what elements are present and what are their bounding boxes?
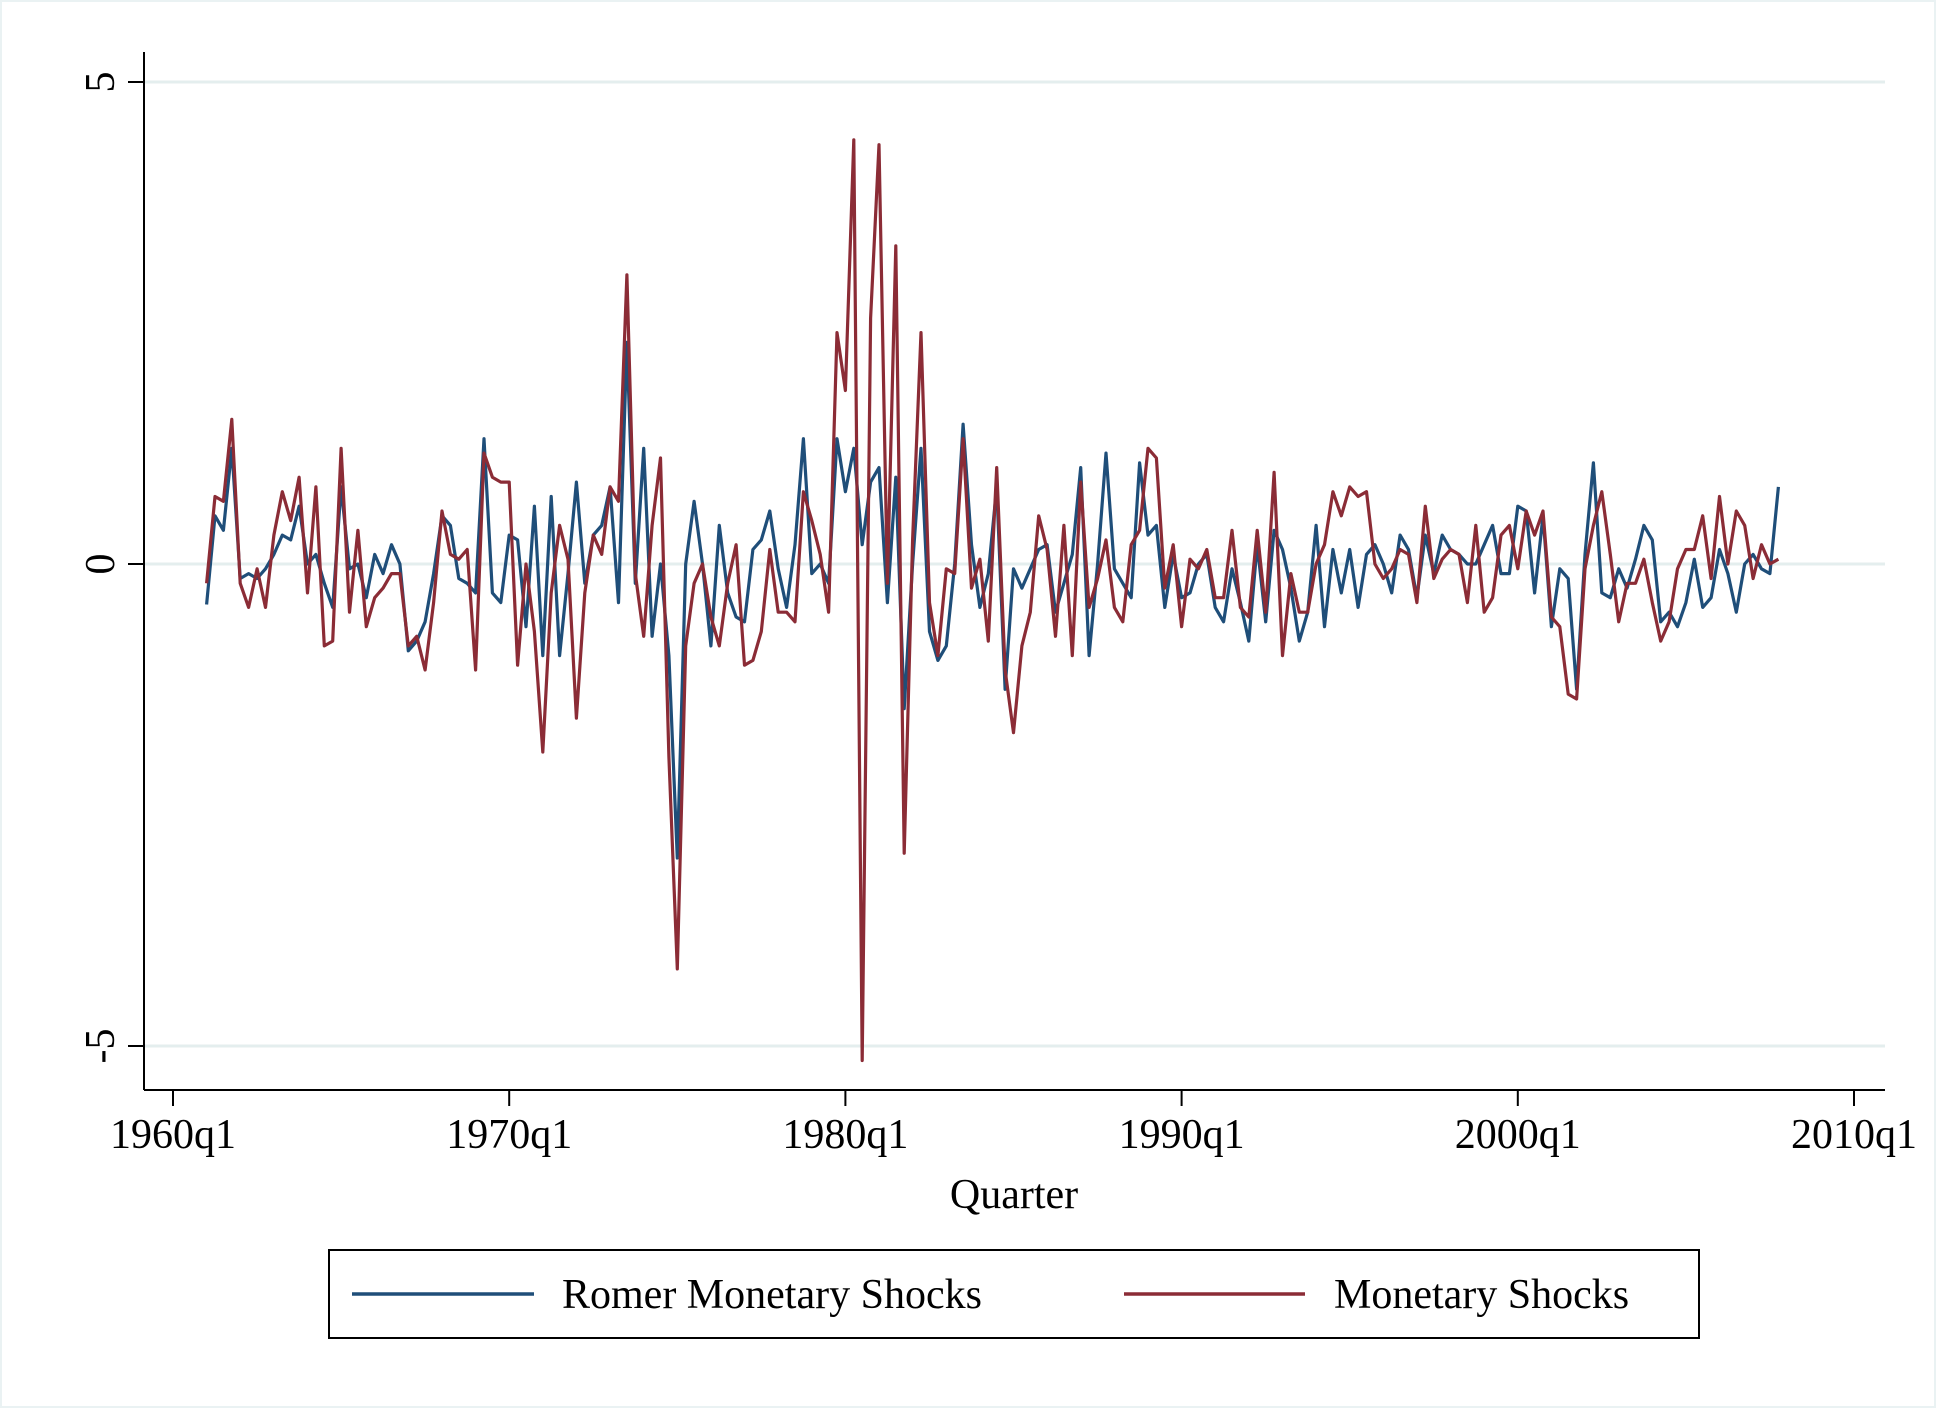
legend: Romer Monetary Shocks Monetary Shocks <box>328 1249 1700 1339</box>
grid-lines <box>144 80 1885 1048</box>
series-line-monetary <box>205 138 1780 1063</box>
ytick-label-1: 0 <box>78 554 124 575</box>
axes <box>143 52 1885 1091</box>
ytick-label-0: 5 <box>78 72 124 93</box>
series-lines <box>205 138 1780 1063</box>
xtick-label-4: 2000q1 <box>1455 1112 1581 1158</box>
legend-label-romer: Romer Monetary Shocks <box>562 1272 982 1318</box>
x-ticks: 1960q1 1970q1 1980q1 1990q1 2000q1 2010q1 <box>110 1090 1917 1158</box>
xtick-label-5: 2010q1 <box>1791 1112 1917 1158</box>
xtick-label-3: 1990q1 <box>1119 1112 1245 1158</box>
ytick-label-2: -5 <box>78 1029 124 1064</box>
x-axis-title: Quarter <box>950 1172 1078 1218</box>
legend-label-monetary: Monetary Shocks <box>1334 1272 1629 1318</box>
xtick-label-1: 1970q1 <box>446 1112 572 1158</box>
xtick-label-2: 1980q1 <box>782 1112 908 1158</box>
xtick-label-0: 1960q1 <box>110 1112 236 1158</box>
y-ticks: 5 0 -5 <box>78 72 144 1064</box>
legend-box <box>328 1249 1700 1339</box>
series-line-romer <box>205 340 1780 860</box>
